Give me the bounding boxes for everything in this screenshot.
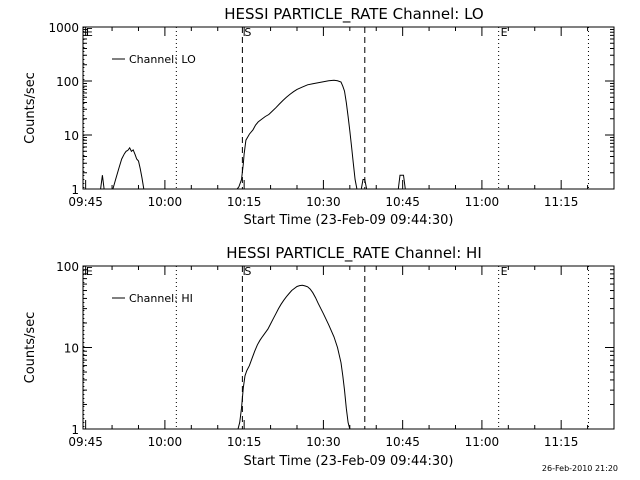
y-tick-label: 10 bbox=[64, 129, 79, 143]
series-lines bbox=[237, 284, 351, 430]
legend: Channel: HI bbox=[112, 292, 193, 305]
chart-panel-hi: HESSI PARTICLE_RATE Channel: HI E S E 09:4… bbox=[23, 244, 615, 469]
y-tick-labels: 1 10 100 bbox=[56, 260, 79, 437]
x-tick-label: 10:45 bbox=[385, 195, 420, 209]
y-tick-label: 10 bbox=[64, 342, 79, 356]
x-axis-label: Start Time (23-Feb-09 09:44:30) bbox=[244, 213, 454, 228]
time-marker-label: E bbox=[501, 26, 508, 39]
time-marker-label: S bbox=[244, 26, 251, 39]
y-tick-label: 100 bbox=[56, 260, 79, 274]
x-tick-label: 11:15 bbox=[544, 435, 579, 449]
plot-frame bbox=[82, 26, 615, 190]
legend-label: Channel: LO bbox=[129, 53, 196, 66]
x-tick-labels: 09:45 10:00 10:15 10:30 10:45 11:00 11:15 bbox=[68, 195, 578, 209]
x-axis-label: Start Time (23-Feb-09 09:44:30) bbox=[244, 454, 454, 469]
y-tick-labels: 1 10 100 1000 bbox=[48, 21, 79, 197]
series-lines bbox=[100, 79, 406, 190]
x-tick-label: 11:00 bbox=[465, 435, 500, 449]
time-marker-label: E bbox=[501, 265, 508, 278]
series-line bbox=[112, 146, 145, 190]
x-tick-label: 10:30 bbox=[306, 435, 341, 449]
x-tick-labels: 09:45 10:00 10:15 10:30 10:45 11:00 11:15 bbox=[68, 435, 578, 449]
x-tick-label: 11:00 bbox=[465, 195, 500, 209]
time-marker-label: E bbox=[86, 26, 93, 39]
chart-title: HESSI PARTICLE_RATE Channel: LO bbox=[224, 5, 483, 24]
y-axis-label: Counts/sec bbox=[23, 72, 38, 144]
date-stamp: 26-Feb-2010 21:20 bbox=[541, 464, 618, 473]
x-tick-label: 09:45 bbox=[68, 195, 103, 209]
legend: Channel: LO bbox=[112, 53, 196, 66]
plot-frame bbox=[82, 265, 615, 430]
time-marker-label: E bbox=[86, 265, 93, 278]
axis-ticks bbox=[83, 26, 615, 190]
chart-panel-lo: HESSI PARTICLE_RATE Channel: LO E S E 09:4… bbox=[23, 5, 615, 228]
series-line bbox=[397, 174, 406, 190]
series-line bbox=[360, 179, 368, 190]
x-tick-label: 10:00 bbox=[148, 195, 183, 209]
chart-title: HESSI PARTICLE_RATE Channel: HI bbox=[226, 244, 482, 263]
y-tick-label: 1 bbox=[71, 183, 79, 197]
series-line bbox=[237, 284, 351, 430]
x-tick-label: 10:15 bbox=[227, 195, 262, 209]
x-tick-label: 10:00 bbox=[148, 435, 183, 449]
y-axis-label: Counts/sec bbox=[23, 312, 38, 384]
x-tick-label: 10:45 bbox=[385, 435, 420, 449]
series-line bbox=[100, 175, 105, 190]
series-line bbox=[236, 79, 358, 190]
axis-ticks bbox=[83, 265, 615, 430]
x-tick-label: 09:45 bbox=[68, 435, 103, 449]
x-tick-label: 10:15 bbox=[227, 435, 262, 449]
legend-label: Channel: HI bbox=[129, 292, 193, 305]
y-tick-label: 1000 bbox=[48, 21, 79, 35]
x-tick-label: 11:15 bbox=[544, 195, 579, 209]
time-marker-label: S bbox=[244, 265, 251, 278]
y-tick-label: 1 bbox=[71, 423, 79, 437]
x-tick-label: 10:30 bbox=[306, 195, 341, 209]
y-tick-label: 100 bbox=[56, 75, 79, 89]
